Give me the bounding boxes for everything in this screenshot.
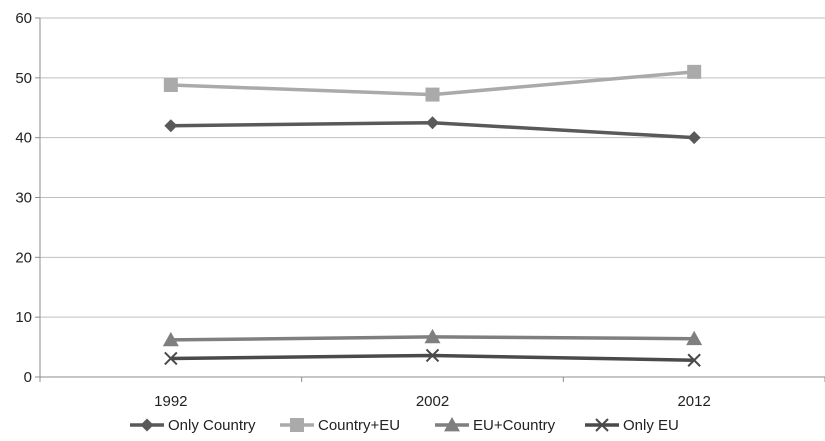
y-tick-label: 20 (15, 249, 32, 266)
legend-item-eu-country: EU+Country (435, 417, 556, 434)
series-only-eu (164, 348, 701, 367)
legend-swatch-marker (290, 418, 304, 432)
axes: 0 10 20 30 40 50 60 1992 2002 2012 (15, 10, 825, 410)
series-only-country (164, 116, 701, 145)
x-tick-label: 2012 (677, 393, 710, 410)
data-point-country-eu (163, 78, 178, 93)
legend: Only Country Country+EU EU+Country Only EU (130, 417, 679, 434)
data-point-eu-country (686, 330, 703, 346)
legend-swatch-marker (140, 418, 154, 432)
data-point-eu-country (424, 328, 441, 344)
data-point-only-eu-stroke (687, 353, 701, 367)
legend-item-country-eu: Country+EU (280, 417, 400, 434)
legend-label: Only Country (168, 417, 256, 434)
data-point-country-eu (687, 64, 702, 79)
legend-label: Only EU (623, 417, 679, 434)
legend-label: Country+EU (318, 417, 400, 434)
data-point-only-country (687, 131, 701, 145)
data-point-only-eu-stroke (164, 351, 178, 366)
x-tick-label: 1992 (154, 393, 187, 410)
y-tick-label: 50 (15, 70, 32, 87)
series-lines (162, 64, 703, 367)
legend-label: EU+Country (473, 417, 556, 434)
data-point-eu-country (162, 331, 179, 347)
x-tick-label: 2002 (416, 393, 449, 410)
data-point-only-eu (425, 348, 440, 363)
data-point-only-country (164, 119, 178, 133)
legend-swatch-marker (444, 417, 460, 432)
series-country-eu (163, 64, 702, 102)
gridlines (40, 17, 825, 318)
y-tick-label: 60 (15, 10, 32, 27)
legend-item-only-eu: Only EU (585, 417, 679, 434)
data-point-only-country (426, 116, 439, 130)
legend-item-only-country: Only Country (130, 417, 256, 434)
data-point-country-eu (425, 87, 440, 102)
data-point-only-eu (164, 351, 178, 366)
data-point-only-eu-stroke (425, 348, 440, 363)
y-tick-label: 30 (15, 190, 32, 207)
legend-swatch-marker-stroke (595, 418, 609, 432)
y-tick-label: 10 (15, 309, 32, 326)
y-tick-label: 0 (24, 369, 32, 386)
y-tick-label: 40 (15, 130, 32, 147)
legend-swatch-marker (595, 418, 609, 432)
data-point-only-eu (687, 353, 701, 367)
series-eu-country (162, 328, 703, 347)
